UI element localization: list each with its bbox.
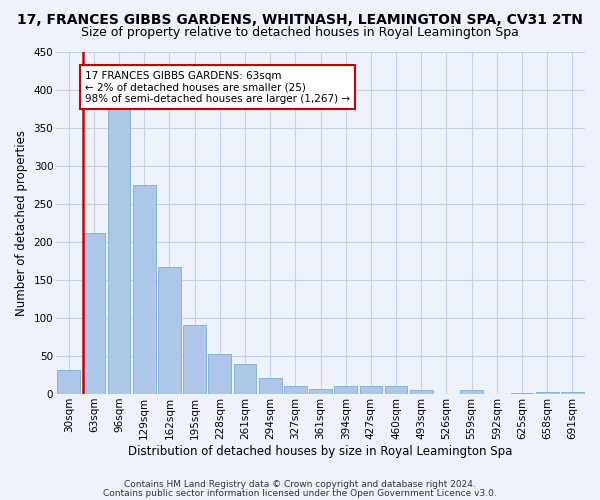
Bar	[460, 390, 483, 394]
Bar	[536, 392, 559, 394]
Bar	[208, 354, 231, 394]
Bar	[83, 234, 105, 394]
Bar	[133, 184, 155, 394]
Bar	[385, 386, 407, 394]
Bar	[309, 388, 332, 394]
Bar	[259, 378, 281, 394]
Text: 17, FRANCES GIBBS GARDENS, WHITNASH, LEAMINGTON SPA, CV31 2TN: 17, FRANCES GIBBS GARDENS, WHITNASH, LEA…	[17, 12, 583, 26]
Bar	[410, 390, 433, 394]
X-axis label: Distribution of detached houses by size in Royal Leamington Spa: Distribution of detached houses by size …	[128, 444, 513, 458]
Bar	[183, 325, 206, 394]
Y-axis label: Number of detached properties: Number of detached properties	[15, 130, 28, 316]
Bar	[233, 364, 256, 394]
Text: Size of property relative to detached houses in Royal Leamington Spa: Size of property relative to detached ho…	[81, 26, 519, 39]
Bar	[561, 392, 584, 394]
Bar	[334, 386, 357, 394]
Bar	[158, 267, 181, 394]
Bar	[359, 386, 382, 394]
Text: Contains HM Land Registry data © Crown copyright and database right 2024.: Contains HM Land Registry data © Crown c…	[124, 480, 476, 489]
Bar	[58, 370, 80, 394]
Bar	[284, 386, 307, 394]
Bar	[108, 106, 130, 394]
Text: 17 FRANCES GIBBS GARDENS: 63sqm
← 2% of detached houses are smaller (25)
98% of : 17 FRANCES GIBBS GARDENS: 63sqm ← 2% of …	[85, 70, 350, 104]
Text: Contains public sector information licensed under the Open Government Licence v3: Contains public sector information licen…	[103, 488, 497, 498]
